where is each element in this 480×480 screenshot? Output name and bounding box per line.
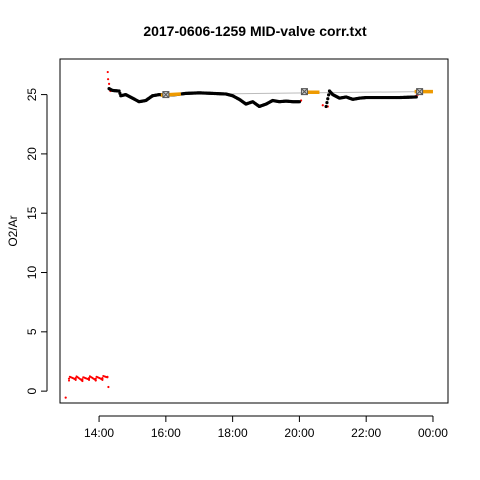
- reference-marker: [416, 88, 424, 96]
- data-point-raw: [107, 82, 111, 86]
- data-point-corrected: [325, 100, 329, 105]
- x-tick-label: 00:00: [418, 426, 448, 440]
- x-tick-label: 18:00: [218, 426, 248, 440]
- data-point-corrected: [297, 100, 302, 104]
- x-tick-label: 14:00: [84, 426, 114, 440]
- data-point-raw: [88, 378, 91, 381]
- plot-frame: [59, 58, 449, 404]
- data-point-raw: [106, 376, 109, 379]
- data-point-raw: [106, 70, 109, 74]
- data-point-raw: [101, 378, 104, 381]
- y-tick-label: 15: [25, 206, 39, 220]
- x-tick-label: 20:00: [284, 426, 314, 440]
- data-point-corrected: [327, 93, 331, 97]
- y-tick-label: 25: [25, 88, 39, 102]
- data-point-raw: [321, 104, 324, 107]
- data-point-raw: [67, 377, 71, 380]
- data-point-raw: [64, 396, 67, 399]
- data-point-raw: [68, 379, 71, 382]
- data-point-raw: [74, 378, 77, 381]
- y-tick-label: 5: [25, 328, 39, 335]
- y-tick-label: 0: [25, 387, 39, 394]
- y-axis-label: O2/Ar: [6, 215, 20, 246]
- data-point-corrected: [324, 104, 328, 109]
- data-point-corrected: [326, 97, 330, 101]
- x-tick-label: 16:00: [151, 426, 181, 440]
- data-point-raw: [107, 385, 110, 389]
- reference-marker: [300, 88, 308, 96]
- data-point-corrected: [414, 95, 418, 99]
- data-point-raw: [81, 380, 84, 383]
- y-tick-label: 20: [25, 147, 39, 161]
- data-point-raw: [106, 78, 110, 81]
- y-axis: 0 5 10 15 20 25: [25, 88, 48, 394]
- data-point-raw: [94, 379, 97, 382]
- x-axis: 14:00 16:00 18:00 20:00 22:00 00:00: [84, 415, 448, 440]
- y-tick-label: 10: [25, 266, 39, 280]
- chart-title: 2017-0606-1259 MID-valve corr.txt: [143, 23, 367, 39]
- x-tick-label: 22:00: [351, 426, 381, 440]
- plot-layer: [64, 70, 433, 399]
- reference-marker: [162, 91, 170, 99]
